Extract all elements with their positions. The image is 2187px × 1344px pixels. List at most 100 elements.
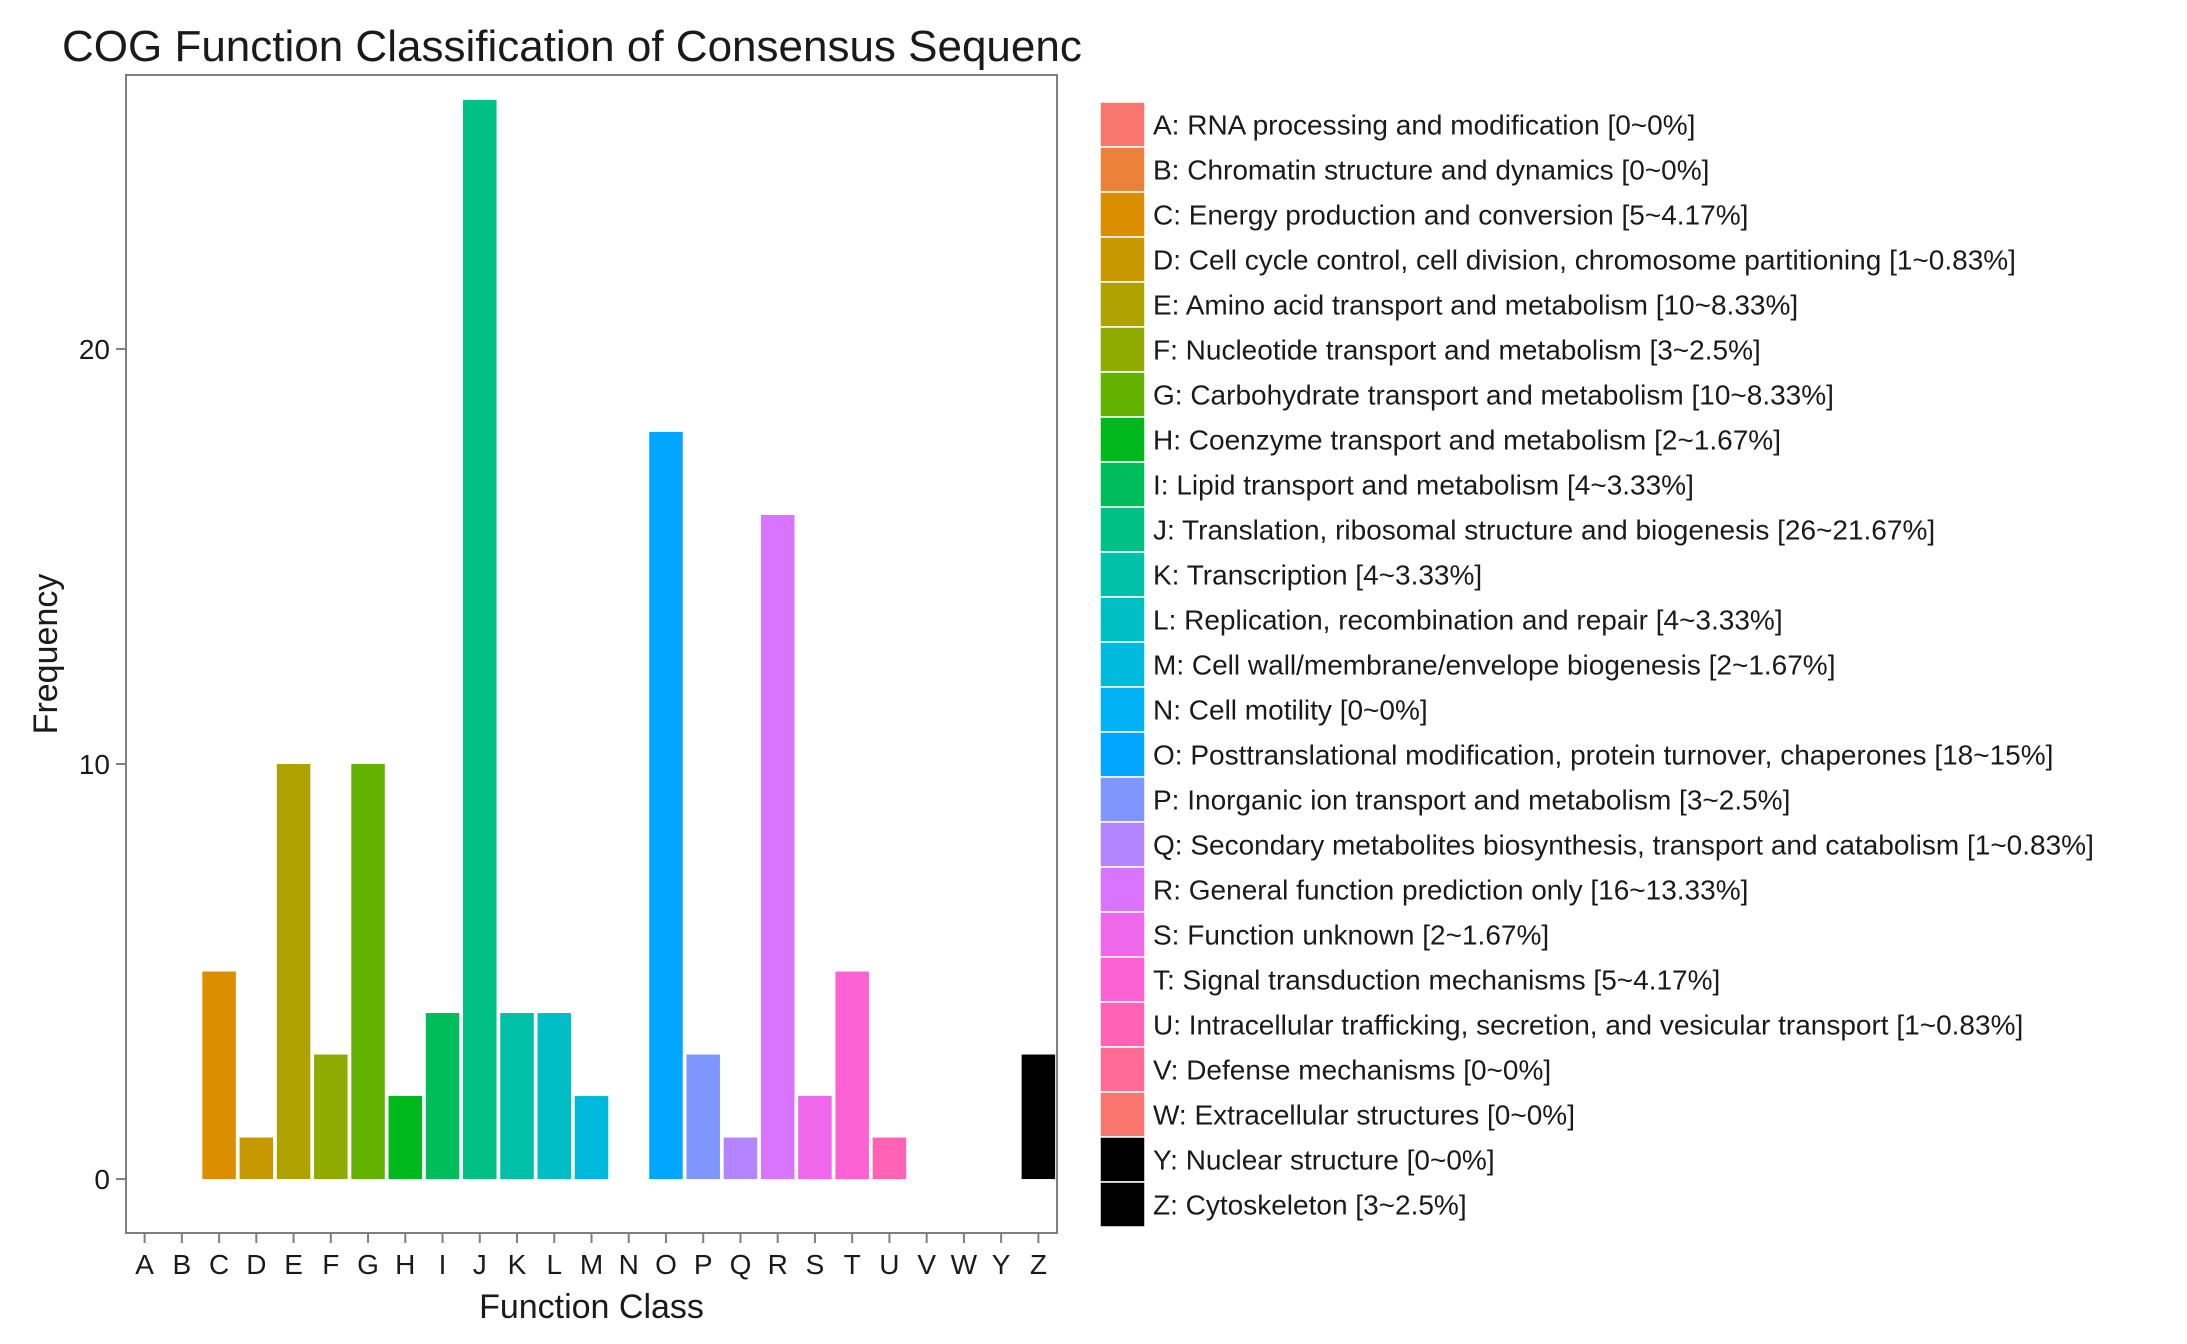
legend-key-p xyxy=(1099,776,1146,823)
bar-q xyxy=(723,1137,758,1180)
legend-key-c xyxy=(1099,191,1146,238)
legend-label-y: Y: Nuclear structure [0~0%] xyxy=(1153,1145,1495,1176)
x-tick-label-p: P xyxy=(694,1249,713,1280)
x-tick-label-t: T xyxy=(844,1249,861,1280)
legend-key-m xyxy=(1099,641,1146,688)
bar-s xyxy=(798,1096,832,1180)
legend-key-w xyxy=(1099,1091,1146,1138)
bar-m xyxy=(574,1096,609,1180)
bar-p xyxy=(686,1054,720,1180)
legend-key-t xyxy=(1099,956,1146,1003)
legend-key-q xyxy=(1099,821,1146,868)
legend-label-h: H: Coenzyme transport and metabolism [2~… xyxy=(1153,425,1781,456)
legend-label-j: J: Translation, ribosomal structure and … xyxy=(1153,515,1935,546)
legend-label-v: V: Defense mechanisms [0~0%] xyxy=(1153,1055,1551,1086)
x-tick-label-j: J xyxy=(473,1249,487,1280)
bar-o xyxy=(649,431,683,1180)
bar-l xyxy=(537,1013,572,1180)
x-tick-label-a: A xyxy=(135,1249,154,1280)
legend-label-i: I: Lipid transport and metabolism [4~3.3… xyxy=(1153,470,1694,501)
x-tick-label-l: L xyxy=(546,1249,562,1280)
legend-key-d xyxy=(1099,236,1146,283)
x-tick-label-g: G xyxy=(357,1249,379,1280)
legend-label-k: K: Transcription [4~3.33%] xyxy=(1153,560,1482,591)
legend-label-b: B: Chromatin structure and dynamics [0~0… xyxy=(1153,155,1709,186)
legend-label-r: R: General function prediction only [16~… xyxy=(1153,875,1748,906)
legend-label-s: S: Function unknown [2~1.67%] xyxy=(1153,920,1549,951)
legend-label-g: G: Carbohydrate transport and metabolism… xyxy=(1153,380,1834,411)
x-tick-label-c: C xyxy=(209,1249,229,1280)
x-tick-label-u: U xyxy=(879,1249,899,1280)
legend-label-e: E: Amino acid transport and metabolism [… xyxy=(1153,290,1798,321)
legend-label-o: O: Posttranslational modification, prote… xyxy=(1153,740,2053,771)
legend-label-a: A: RNA processing and modification [0~0%… xyxy=(1153,110,1695,141)
x-tick-label-m: M xyxy=(580,1249,603,1280)
bar-t xyxy=(835,971,869,1180)
legend-key-o xyxy=(1099,731,1146,778)
legend-key-e xyxy=(1099,281,1146,328)
bar-k xyxy=(500,1013,534,1180)
legend-key-j xyxy=(1099,506,1146,553)
legend-label-l: L: Replication, recombination and repair… xyxy=(1153,605,1783,636)
legend-label-m: M: Cell wall/membrane/envelope biogenesi… xyxy=(1153,650,1836,681)
legend-key-r xyxy=(1099,866,1146,913)
bar-g xyxy=(351,763,385,1180)
legend-key-l xyxy=(1099,596,1146,643)
legend-key-a xyxy=(1099,101,1146,148)
bar-z xyxy=(1021,1054,1056,1180)
x-tick-label-e: E xyxy=(284,1249,303,1280)
y-tick-label: 20 xyxy=(79,334,110,365)
bar-c xyxy=(202,971,236,1180)
legend: A: RNA processing and modification [0~0%… xyxy=(1099,101,2094,1228)
bar-i xyxy=(425,1013,460,1180)
legend-key-h xyxy=(1099,416,1146,463)
legend-label-q: Q: Secondary metabolites biosynthesis, t… xyxy=(1153,830,2094,861)
legend-key-n xyxy=(1099,686,1146,733)
legend-key-b xyxy=(1099,146,1146,193)
legend-label-n: N: Cell motility [0~0%] xyxy=(1153,695,1428,726)
x-tick-label-f: F xyxy=(322,1249,339,1280)
y-axis-title: Frequency xyxy=(27,574,65,735)
legend-label-w: W: Extracellular structures [0~0%] xyxy=(1153,1100,1575,1131)
x-tick-label-d: D xyxy=(246,1249,266,1280)
x-tick-label-n: N xyxy=(619,1249,639,1280)
y-axis: 0 10 20 xyxy=(79,334,126,1195)
bar-f xyxy=(314,1054,348,1180)
legend-label-f: F: Nucleotide transport and metabolism [… xyxy=(1153,335,1761,366)
legend-key-z xyxy=(1099,1181,1146,1228)
x-tick-label-h: H xyxy=(395,1249,415,1280)
bar-u xyxy=(872,1137,907,1180)
legend-key-g xyxy=(1099,371,1146,418)
legend-key-k xyxy=(1099,551,1146,598)
legend-key-s xyxy=(1099,911,1146,958)
bar-h xyxy=(388,1096,423,1180)
bar-d xyxy=(239,1137,274,1180)
legend-key-f xyxy=(1099,326,1146,373)
y-tick-label: 0 xyxy=(94,1164,110,1195)
x-axis-title: Function Class xyxy=(479,1288,704,1326)
legend-label-c: C: Energy production and conversion [5~4… xyxy=(1153,200,1748,231)
legend-label-d: D: Cell cycle control, cell division, ch… xyxy=(1153,245,2016,276)
x-tick-label-z: Z xyxy=(1030,1249,1047,1280)
legend-key-y xyxy=(1099,1136,1146,1183)
x-tick-label-r: R xyxy=(768,1249,788,1280)
x-tick-label-k: K xyxy=(508,1249,527,1280)
legend-key-u xyxy=(1099,1001,1146,1048)
legend-label-u: U: Intracellular trafficking, secretion,… xyxy=(1153,1010,2023,1041)
x-tick-label-b: B xyxy=(173,1249,192,1280)
legend-label-t: T: Signal transduction mechanisms [5~4.1… xyxy=(1153,965,1720,996)
legend-key-i xyxy=(1099,461,1146,508)
x-tick-label-q: Q xyxy=(730,1249,752,1280)
bar-series xyxy=(202,99,1056,1180)
legend-label-p: P: Inorganic ion transport and metabolis… xyxy=(1153,785,1790,816)
x-tick-label-y: Y xyxy=(992,1249,1011,1280)
x-tick-label-v: V xyxy=(917,1249,936,1280)
chart-title: COG Function Classification of Consensus… xyxy=(62,22,1082,71)
x-tick-label-o: O xyxy=(655,1249,677,1280)
y-tick-label: 10 xyxy=(79,749,110,780)
x-tick-label-i: I xyxy=(439,1249,447,1280)
x-tick-label-w: W xyxy=(951,1249,978,1280)
legend-key-v xyxy=(1099,1046,1146,1093)
